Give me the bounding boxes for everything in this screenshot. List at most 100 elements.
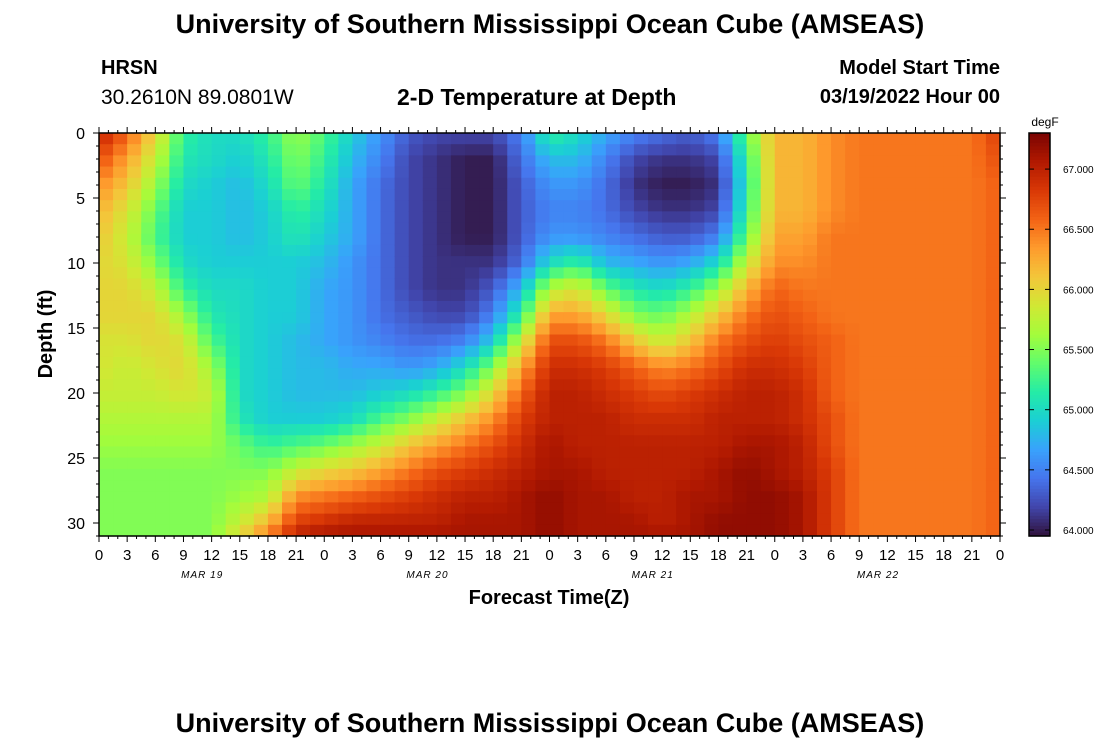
- heatmap-cell: [971, 256, 987, 268]
- heatmap-cell: [310, 491, 325, 504]
- heatmap-cell: [169, 323, 185, 336]
- heatmap-cell: [169, 457, 185, 470]
- heatmap-cell: [859, 502, 874, 515]
- colorbar-segment: [1029, 374, 1050, 379]
- heatmap-cell: [282, 211, 297, 224]
- heatmap-cell: [225, 513, 241, 526]
- x-tick-label: 18: [260, 547, 277, 564]
- colorbar-segment: [1029, 136, 1050, 141]
- heatmap-cell: [802, 267, 818, 280]
- heatmap-cell: [662, 435, 677, 448]
- heatmap-cell: [422, 155, 438, 168]
- heatmap-cell: [155, 177, 170, 190]
- colorbar-segment: [1029, 233, 1050, 238]
- heatmap-cell: [99, 379, 114, 392]
- heatmap-cell: [197, 468, 213, 481]
- x-tick-label: 6: [602, 547, 610, 564]
- heatmap-cell: [127, 368, 142, 380]
- heatmap-cell: [549, 401, 565, 414]
- x-date-label: MAR 21: [632, 570, 674, 581]
- heatmap-cell: [310, 368, 325, 380]
- heatmap-cell: [633, 200, 649, 212]
- heatmap-cell: [197, 200, 213, 212]
- heatmap-cell: [591, 424, 607, 436]
- heatmap-cell: [704, 368, 720, 380]
- heatmap-cell: [282, 300, 297, 313]
- heatmap-cell: [394, 524, 410, 537]
- heatmap-cell: [605, 177, 621, 190]
- colorbar-segment: [1029, 139, 1050, 144]
- heatmap-cell: [662, 278, 677, 291]
- heatmap-cell: [605, 289, 621, 302]
- heatmap-cell: [155, 289, 170, 302]
- heatmap-cell: [408, 166, 424, 179]
- heatmap-cell: [901, 222, 917, 235]
- colorbar-segment: [1029, 237, 1050, 242]
- heatmap-cell: [225, 480, 241, 492]
- heatmap-cell: [127, 435, 142, 448]
- heatmap-cell: [211, 177, 227, 190]
- heatmap-cell: [549, 334, 565, 347]
- heatmap-cell: [859, 133, 874, 145]
- heatmap-cell: [605, 300, 621, 313]
- heatmap-cell: [676, 267, 691, 280]
- heatmap-cell: [436, 300, 452, 313]
- heatmap-cell: [493, 244, 508, 257]
- heatmap-cell: [971, 233, 987, 246]
- heatmap-cell: [239, 289, 255, 302]
- heatmap-cell: [267, 368, 283, 380]
- heatmap-cell: [436, 424, 452, 436]
- heatmap-cell: [873, 368, 888, 380]
- heatmap-cell: [113, 334, 128, 347]
- heatmap-cell: [436, 435, 452, 448]
- heatmap-cell: [887, 424, 903, 436]
- heatmap-cell: [971, 356, 987, 369]
- heatmap-cell: [802, 424, 818, 436]
- heatmap-cell: [507, 446, 522, 459]
- heatmap-cell: [422, 211, 438, 224]
- heatmap-cell: [887, 502, 903, 515]
- heatmap-cell: [929, 345, 945, 358]
- heatmap-cell: [352, 446, 368, 459]
- heatmap-cell: [873, 211, 888, 224]
- heatmap-cell: [479, 289, 494, 302]
- heatmap-cell: [127, 222, 142, 235]
- heatmap-cell: [831, 144, 846, 156]
- heatmap-cell: [169, 144, 185, 156]
- heatmap-cell: [760, 524, 776, 537]
- heatmap-cell: [577, 468, 593, 481]
- heatmap-cell: [774, 502, 790, 515]
- heatmap-cell: [901, 278, 917, 291]
- heatmap-cell: [831, 468, 846, 481]
- heatmap-cell: [535, 368, 551, 380]
- heatmap-cell: [957, 233, 973, 246]
- colorbar-segment: [1029, 341, 1050, 346]
- heatmap-cell: [267, 513, 283, 526]
- heatmap-cell: [887, 222, 903, 235]
- heatmap-cell: [450, 345, 466, 358]
- heatmap-cell: [690, 424, 705, 436]
- heatmap-cell: [169, 446, 185, 459]
- heatmap-cell: [310, 323, 325, 336]
- heatmap-cell: [450, 334, 466, 347]
- heatmap-cell: [507, 244, 522, 257]
- heatmap-cell: [690, 491, 705, 504]
- heatmap-cell: [957, 502, 973, 515]
- heatmap-cell: [549, 491, 565, 504]
- heatmap-cell: [887, 491, 903, 504]
- heatmap-cell: [774, 524, 790, 537]
- heatmap-cell: [211, 446, 227, 459]
- heatmap-cell: [422, 390, 438, 403]
- heatmap-cell: [338, 356, 354, 369]
- heatmap-cell: [127, 144, 142, 156]
- heatmap-cell: [619, 524, 635, 537]
- heatmap-cell: [141, 379, 156, 392]
- heatmap-cell: [887, 300, 903, 313]
- heatmap-cell: [676, 133, 691, 145]
- heatmap-cell: [338, 345, 354, 358]
- heatmap-cell: [760, 144, 776, 156]
- heatmap-cell: [493, 188, 508, 201]
- heatmap-cell: [859, 267, 874, 280]
- heatmap-cell: [873, 133, 888, 145]
- heatmap-cell: [141, 267, 156, 280]
